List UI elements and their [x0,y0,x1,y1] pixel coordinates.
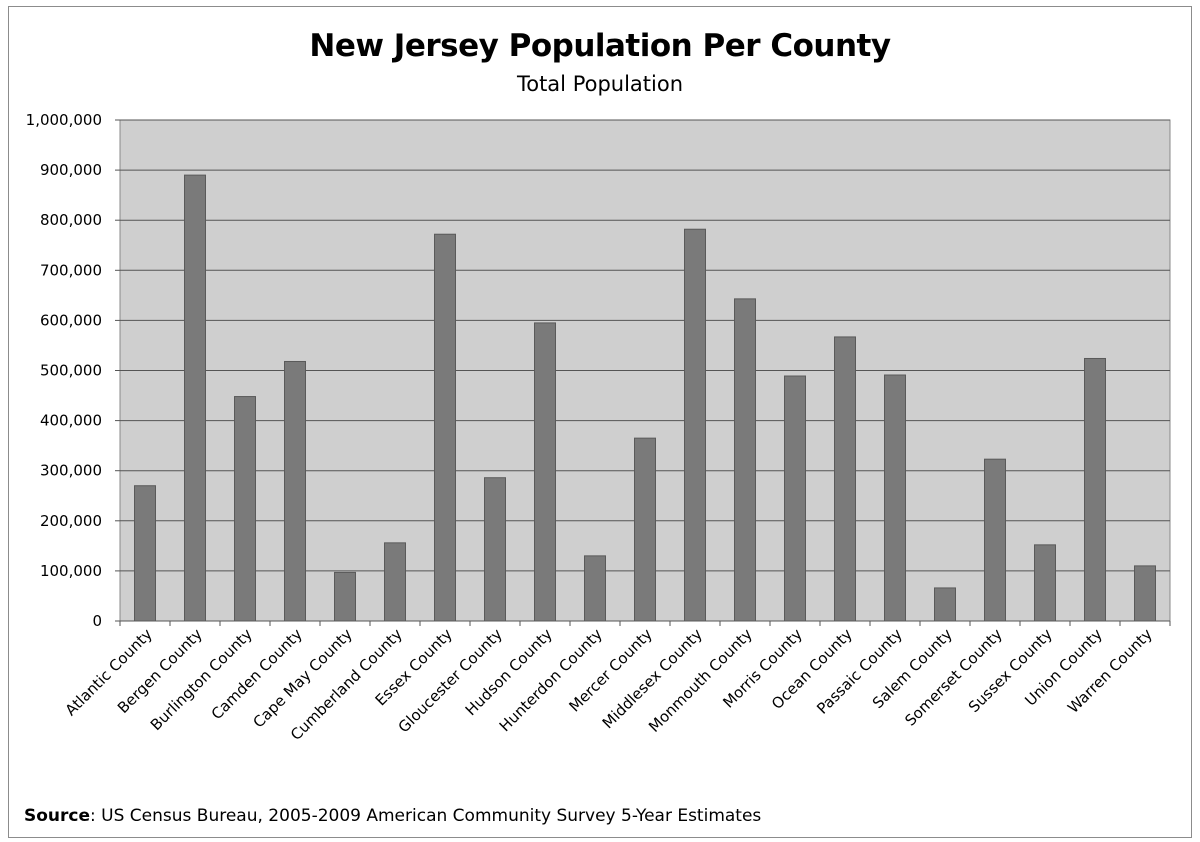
y-tick-label: 700,000 [40,261,102,279]
bar [934,587,956,622]
y-tick-label: 500,000 [40,362,102,380]
bar [584,555,606,622]
chart-title: New Jersey Population Per County [309,28,891,64]
bar [734,298,756,622]
y-tick-label: 600,000 [40,311,102,329]
source-note: Source: US Census Bureau, 2005-2009 Amer… [24,806,761,826]
bar [334,571,356,622]
chart-subtitle: Total Population [516,72,684,96]
y-tick-label: 0 [92,612,102,630]
bar [434,233,456,622]
source-label: Source [24,806,91,826]
y-tick-label: 1,000,000 [26,111,102,129]
y-tick-label: 800,000 [40,211,102,229]
x-tick-label: Atlantic County [62,625,156,719]
y-tick-label: 200,000 [40,512,102,530]
bar [284,360,306,622]
bar [534,322,556,622]
bar [834,336,856,622]
bar [134,485,156,622]
bar [634,437,656,622]
bar [984,458,1006,622]
bar [484,477,506,622]
x-tick-label: Warren County [1064,625,1156,717]
bar [684,228,706,622]
bar [884,374,906,622]
source-text: : US Census Bureau, 2005-2009 American C… [90,806,762,826]
bar [1084,357,1106,622]
bar [784,375,806,622]
x-tick-label: Camden County [208,625,306,723]
y-tick-label: 100,000 [40,562,102,580]
bar [384,542,406,622]
y-tick-label: 900,000 [40,161,102,179]
bar [1134,565,1156,622]
bar [234,396,256,622]
x-tick-label: Passaic County [813,625,906,718]
bar [184,174,206,622]
x-tick-label: Bergen County [114,625,206,717]
y-tick-label: 300,000 [40,462,102,480]
x-tick-label: Hudson County [462,625,556,719]
y-tick-label: 400,000 [40,412,102,430]
bar [1034,544,1056,622]
